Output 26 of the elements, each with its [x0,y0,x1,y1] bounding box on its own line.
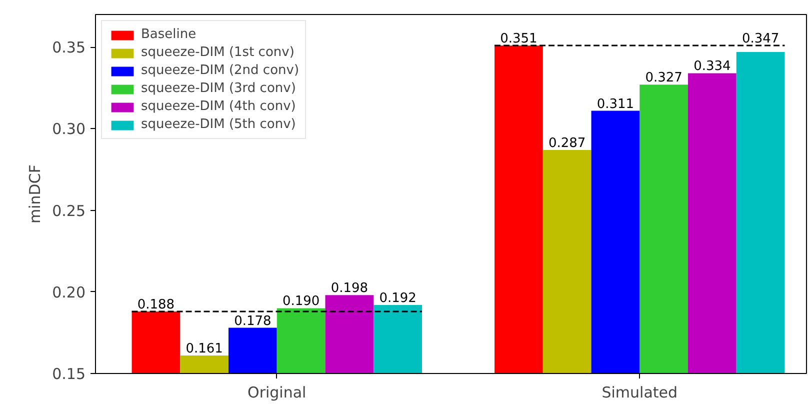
data-label: 0.192 [379,290,416,306]
y-tick-label: 0.35 [52,38,86,57]
legend-label: squeeze-DIM (2nd conv) [141,63,300,78]
data-label: 0.327 [645,70,682,86]
data-label: 0.190 [282,294,320,310]
data-label: 0.351 [500,32,538,47]
data-label: 0.311 [596,96,634,112]
data-label: 0.161 [186,342,223,357]
data-label: 0.287 [548,136,586,151]
y-tick-label: 0.20 [52,283,86,302]
y-tick-label: 0.25 [52,202,86,220]
data-label: 0.347 [742,32,780,47]
legend-label: squeeze-DIM (3rd conv) [141,81,296,96]
data-label: 0.188 [137,297,175,312]
legend-label: squeeze-DIM (5th conv) [141,117,296,132]
x-tick-label: Original [248,384,306,402]
y-tick-label: 0.30 [52,120,86,138]
y-axis-title: minDCF [26,164,44,224]
data-label: 0.178 [234,314,272,329]
legend-label: squeeze-DIM (4th conv) [141,99,296,114]
legend-label: squeeze-DIM (1st conv) [141,45,294,60]
data-label: 0.334 [694,59,731,74]
data-label: 0.198 [330,281,368,296]
legend-label: Baseline [141,27,196,42]
y-tick-label: 0.15 [52,365,86,383]
x-tick-label: Simulated [602,384,678,402]
